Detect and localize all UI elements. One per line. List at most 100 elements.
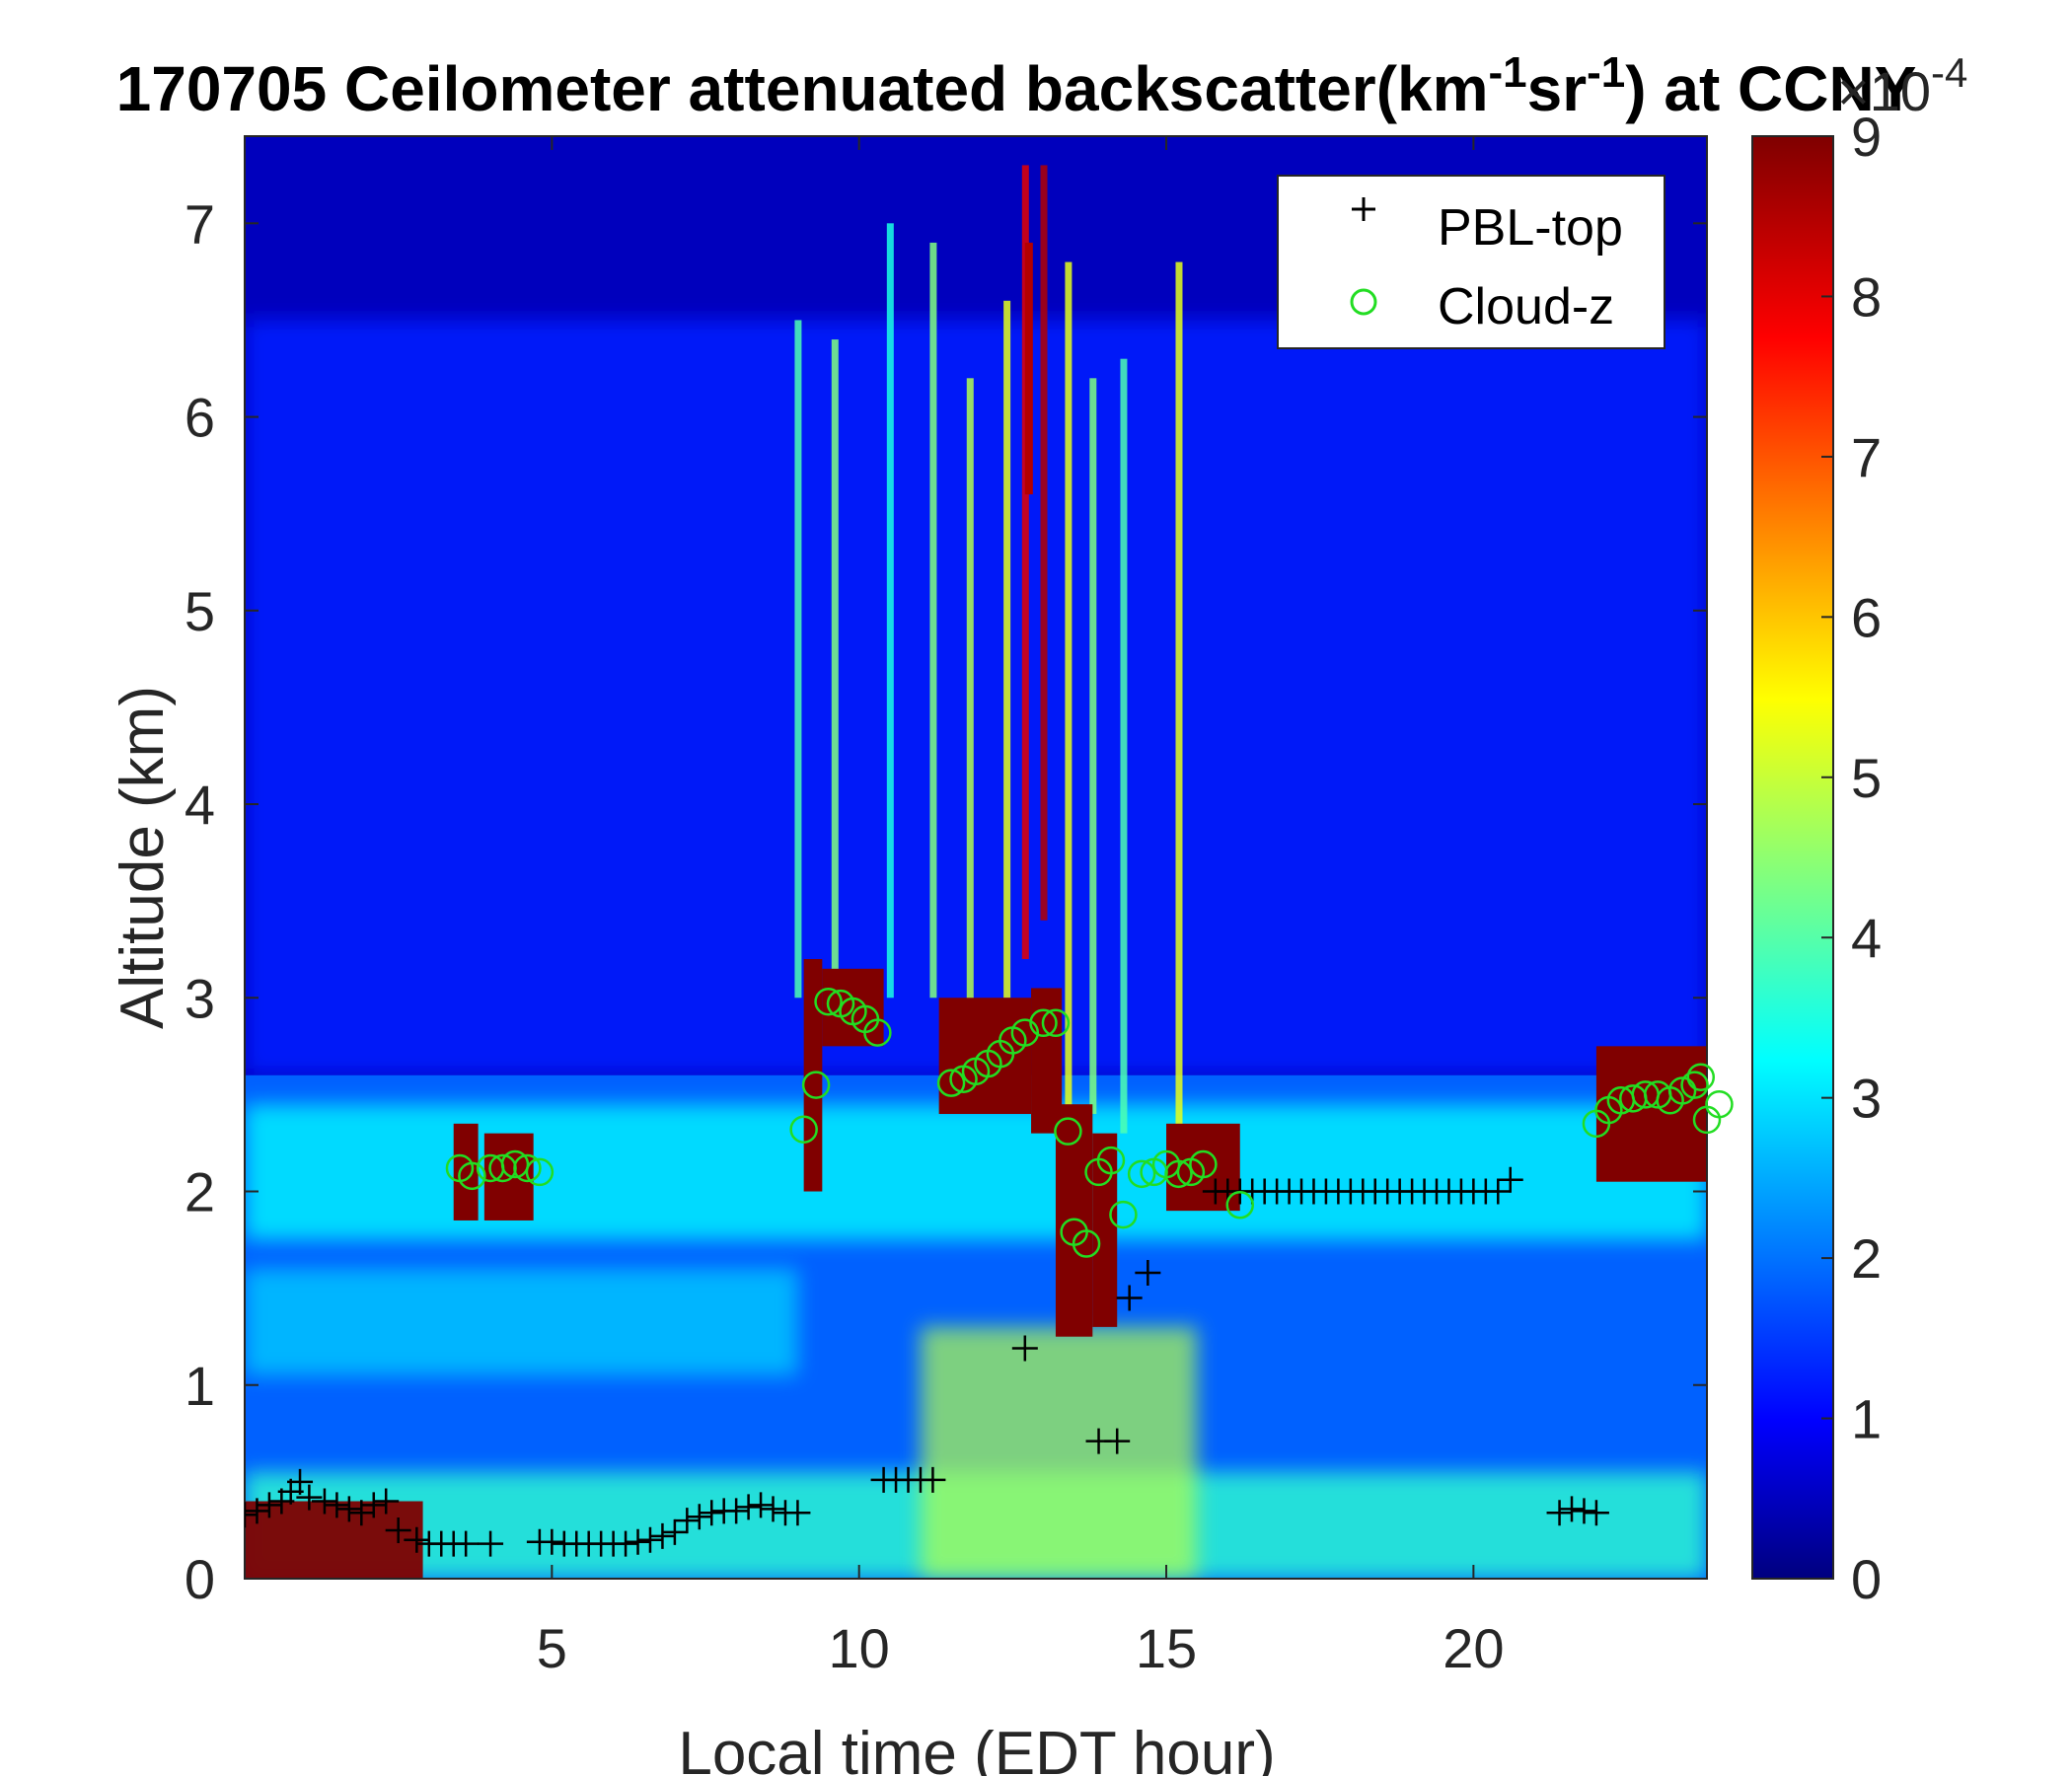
cloud-z-point (814, 987, 843, 1016)
cbar-tick-label-2: 2 (1851, 1227, 1882, 1290)
pbl-top-point (723, 1498, 750, 1524)
y-tick-label-7: 7 (185, 192, 215, 255)
y-tick-label-0: 0 (185, 1548, 215, 1610)
cloud-z-point (1054, 1117, 1082, 1146)
heatmap-streak-9 (1089, 378, 1097, 1115)
pbl-top-point (404, 1526, 430, 1553)
x-tick-label-0: 5 (537, 1617, 567, 1679)
legend-pbl-marker (1352, 197, 1375, 221)
heatmap-cloud-7 (1092, 1133, 1118, 1327)
plot-frame (244, 135, 1708, 1580)
heatmap-streak-3 (929, 242, 937, 999)
colorbar-multiplier: ×10-4 (1837, 49, 1967, 122)
heatmap-layer-1km (245, 1269, 798, 1375)
cbar-tick-label-0: 0 (1851, 1548, 1882, 1610)
legend-cloud-label: Cloud-z (1438, 278, 1614, 335)
pbl-top-point (324, 1492, 350, 1518)
pbl-top-point (287, 1468, 314, 1495)
cloud-z-point (1041, 1008, 1071, 1038)
pbl-top-point (699, 1500, 725, 1526)
heatmap-cloud-9 (1595, 1046, 1707, 1182)
pbl-top-point (478, 1530, 504, 1557)
heatmap-streak-7 (1040, 165, 1048, 921)
cloud-z-point (500, 1149, 530, 1179)
x-tick-label-1: 10 (829, 1617, 890, 1679)
pbl-top-point (661, 1518, 688, 1545)
cloud-z-point (1029, 1008, 1058, 1038)
cloud-z-point (1096, 1146, 1126, 1175)
pbl-top-point (920, 1466, 946, 1493)
cloud-z-point (1667, 1076, 1697, 1105)
y-tick-label-4: 4 (185, 774, 215, 836)
pbl-top-point (1116, 1285, 1143, 1311)
pbl-top-point (539, 1528, 565, 1555)
heatmap-surface-cloud (245, 1501, 423, 1579)
y-tick-label-3: 3 (185, 967, 215, 1029)
pbl-top-point (748, 1492, 775, 1518)
pbl-top-point (1497, 1166, 1523, 1193)
heatmap-streak-10 (1120, 358, 1128, 1134)
y-tick-label-5: 5 (185, 580, 215, 642)
cbar-tick-label-6: 6 (1851, 586, 1882, 648)
pbl-top-point (1485, 1178, 1512, 1205)
pbl-top-point (1104, 1428, 1131, 1454)
x-axis-ticks: 5 10 15 20 (537, 136, 1505, 1679)
pbl-top-point (760, 1496, 786, 1522)
cloud-z-point (1705, 1089, 1734, 1119)
colorbar-gradient (1751, 135, 1834, 1580)
heatmap-aerosol-band (245, 320, 1707, 1075)
y-tick-label-1: 1 (185, 1355, 215, 1417)
pbl-top-series (245, 1166, 1609, 1557)
heatmap-streak-1 (831, 339, 839, 999)
pbl-top-point (686, 1504, 712, 1530)
cloud-z-point (1680, 1071, 1709, 1099)
pbl-top-point (735, 1494, 762, 1520)
heatmap-streak-2 (886, 223, 894, 999)
heatmap-streak-8 (1065, 261, 1073, 1115)
y-tick-label-6: 6 (185, 387, 215, 449)
pbl-top-point (453, 1530, 480, 1557)
pbl-top-point (256, 1492, 282, 1518)
pbl-top-point (625, 1528, 651, 1555)
cbar-tick-label-5: 5 (1851, 747, 1882, 809)
cbar-tick-label-3: 3 (1851, 1068, 1882, 1130)
cloud-z-point (1072, 1229, 1101, 1258)
cloud-z-point (1189, 1149, 1218, 1179)
pbl-top-point (613, 1530, 639, 1557)
heatmap-cloud-2 (803, 959, 823, 1192)
heatmap-streak-11 (1175, 261, 1183, 1134)
pbl-top-point (1546, 1500, 1573, 1526)
legend-box (1277, 175, 1665, 349)
colorbar: 0 1 2 3 4 5 6 7 8 9 ×10-4 (1751, 49, 1967, 1610)
colorbar-ticks: 0 1 2 3 4 5 6 7 8 9 (1821, 106, 1882, 1610)
legend-cloud-marker (1350, 288, 1377, 316)
cloud-z-point (1127, 1159, 1156, 1189)
y-axis-label: Altitude (km) (109, 686, 177, 1029)
pbl-top-point (373, 1488, 400, 1515)
cloud-z-point (936, 1069, 966, 1097)
pbl-top-point (649, 1522, 676, 1549)
cloud-z-series (445, 987, 1734, 1258)
heatmap-field (245, 136, 1707, 1579)
heatmap-streak-6 (1021, 165, 1029, 960)
pbl-top-point (296, 1484, 323, 1511)
cloud-z-point (513, 1153, 542, 1183)
cloud-z-point (801, 1071, 831, 1099)
x-axis-label: Local time (EDT hour) (678, 1720, 1275, 1776)
pbl-top-point (245, 1502, 258, 1528)
cloud-z-point (458, 1161, 486, 1191)
pbl-top-point (385, 1517, 411, 1543)
chart-title: 170705 Ceilometer attenuated backscatter… (116, 48, 1917, 124)
cloud-z-point (525, 1157, 555, 1187)
y-tick-label-2: 2 (185, 1161, 215, 1223)
cbar-tick-label-8: 8 (1851, 265, 1882, 328)
pbl-top-point (335, 1496, 362, 1522)
pbl-top-point (245, 1498, 270, 1524)
cbar-tick-label-4: 4 (1851, 907, 1882, 969)
heatmap-midday-mixing (920, 1326, 1198, 1579)
x-tick-label-3: 20 (1443, 1617, 1504, 1679)
pbl-top-point (636, 1526, 663, 1553)
cloud-z-point (1686, 1063, 1716, 1091)
legend: PBL-top Cloud-z (1277, 175, 1665, 349)
